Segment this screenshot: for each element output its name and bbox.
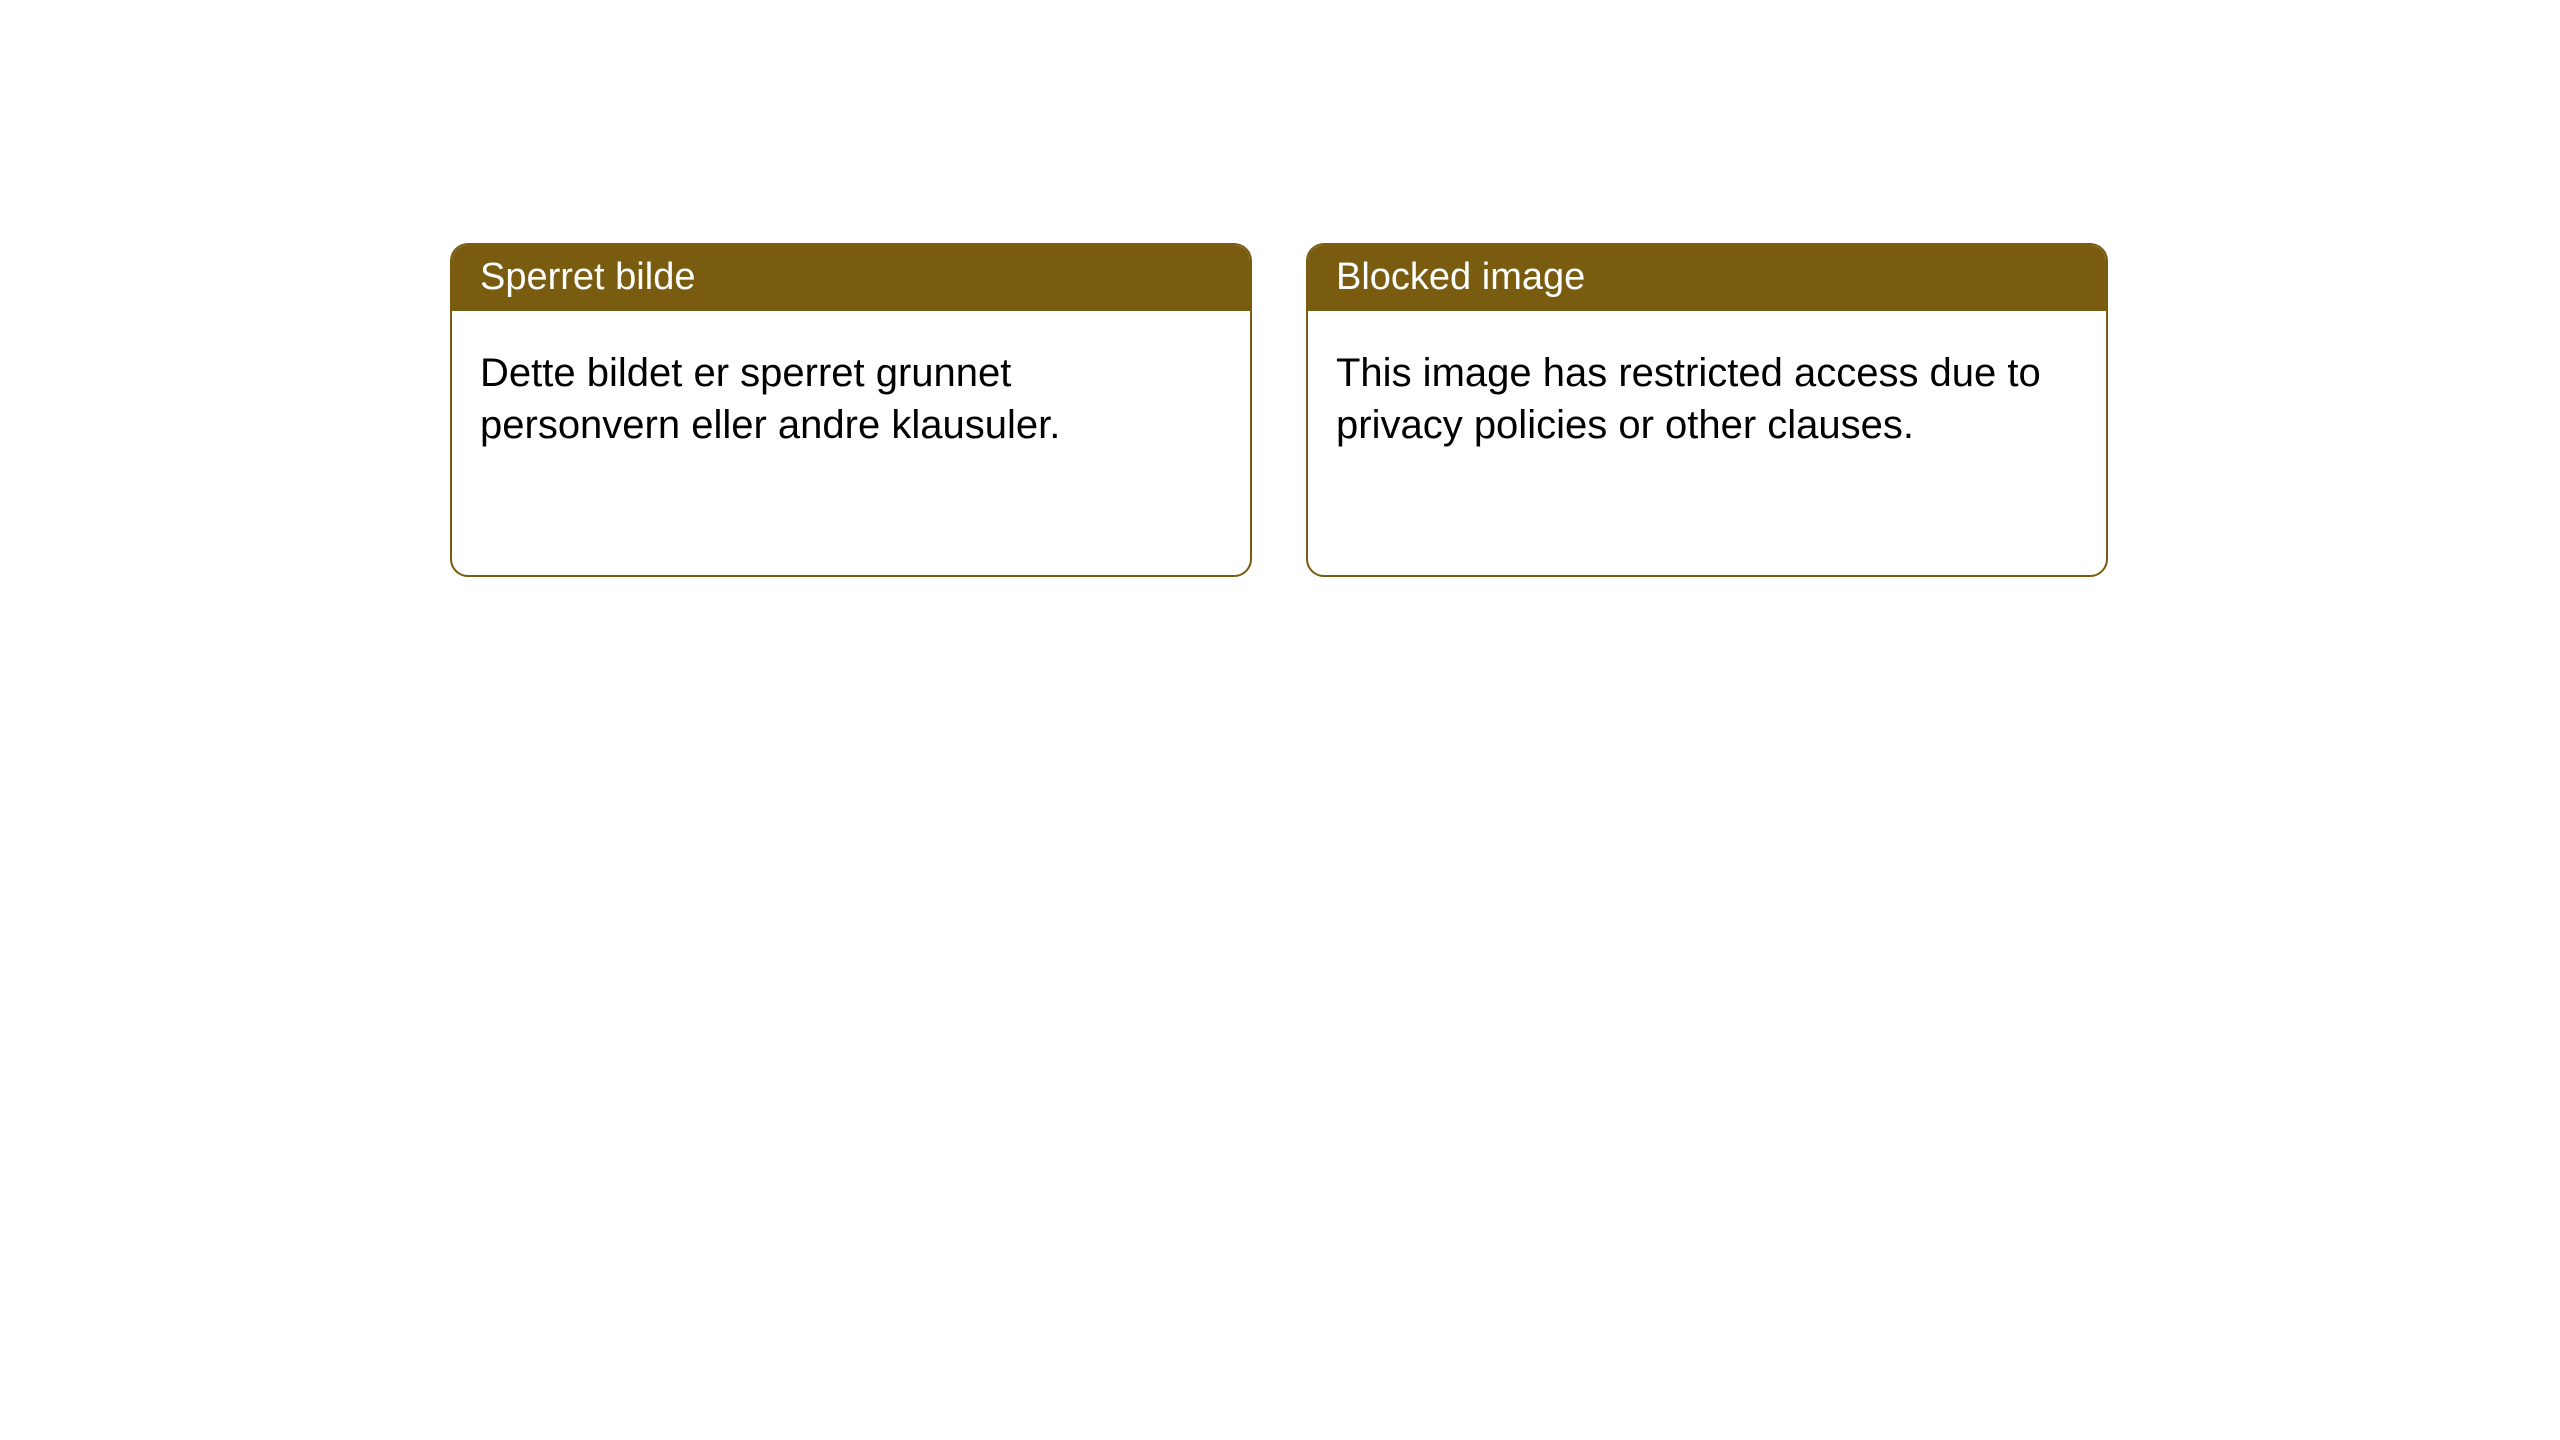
card-body: Dette bildet er sperret grunnet personve… xyxy=(452,311,1250,489)
card-body: This image has restricted access due to … xyxy=(1308,311,2106,489)
notice-card-norwegian: Sperret bilde Dette bildet er sperret gr… xyxy=(450,243,1252,577)
card-title: Blocked image xyxy=(1336,256,1585,298)
card-message: Dette bildet er sperret grunnet personve… xyxy=(480,351,1060,448)
card-header: Sperret bilde xyxy=(452,245,1250,311)
notice-card-english: Blocked image This image has restricted … xyxy=(1306,243,2108,577)
card-header: Blocked image xyxy=(1308,245,2106,311)
card-message: This image has restricted access due to … xyxy=(1336,351,2041,448)
notice-cards-container: Sperret bilde Dette bildet er sperret gr… xyxy=(450,243,2108,577)
card-title: Sperret bilde xyxy=(480,256,695,298)
